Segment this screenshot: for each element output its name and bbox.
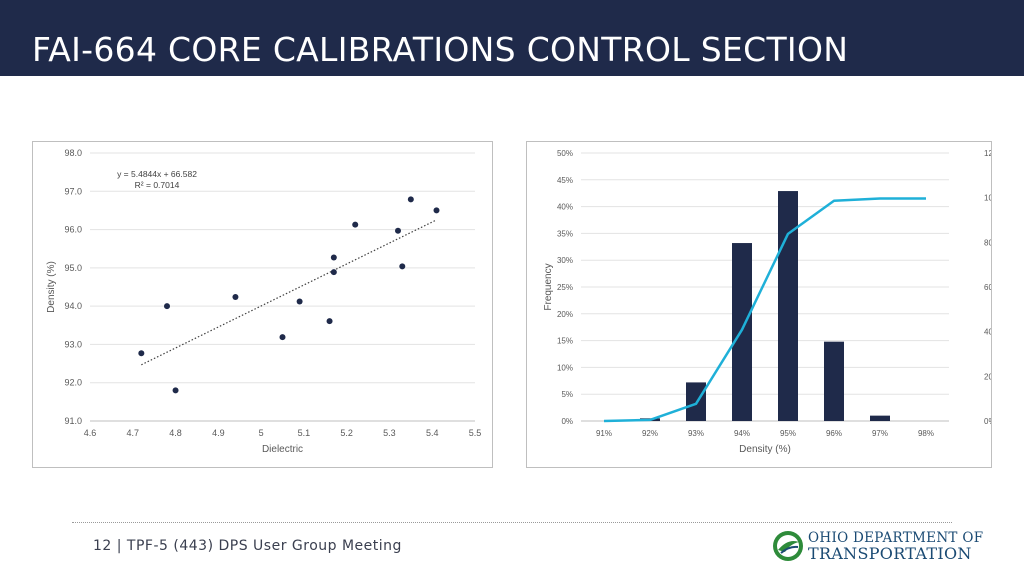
x-tick-label: 94% xyxy=(734,429,750,438)
y-tick-label: 35% xyxy=(557,229,573,238)
odot-logo-icon xyxy=(773,531,803,561)
footer-divider xyxy=(72,522,952,523)
scatter-point xyxy=(433,207,440,214)
cumulative-line xyxy=(603,197,926,423)
y-tick-label: 10% xyxy=(557,363,573,372)
x-tick-label: 4.9 xyxy=(212,428,225,438)
scatter-point xyxy=(296,298,303,305)
x-tick-label: 4.6 xyxy=(84,428,97,438)
y-tick-label: 95.0 xyxy=(64,263,82,273)
title-bar: FAI-664 CORE CALIBRATIONS CONTROL SECTIO… xyxy=(0,0,1024,76)
y2-tick-label: 100% xyxy=(984,194,991,203)
x-tick-label: 5.4 xyxy=(426,428,439,438)
y-tick-label: 0% xyxy=(561,417,573,426)
y-tick-label: 93.0 xyxy=(64,339,82,349)
x-tick-label: 5.3 xyxy=(383,428,396,438)
scatter-point xyxy=(279,334,286,341)
x-tick-label: 93% xyxy=(688,429,704,438)
y-tick-label: 25% xyxy=(557,283,573,292)
x-tick-label: 97% xyxy=(872,429,888,438)
footer-text: 12 | TPF-5 (443) DPS User Group Meeting xyxy=(93,538,402,554)
x-tick-label: 4.8 xyxy=(169,428,182,438)
x-axis-label: Dielectric xyxy=(262,444,303,455)
y-axis-label: Frequency xyxy=(543,263,554,310)
scatter-point xyxy=(164,303,170,310)
scatter-point xyxy=(232,293,239,300)
x-tick-label: 96% xyxy=(826,429,842,438)
x-tick-label: 5.2 xyxy=(340,428,353,438)
scatter-chart-panel: 91.0 92.0 93.0 94.0 95.0 96.0 97.0 98.0 4.6 4.7 4.… xyxy=(32,141,493,468)
histogram-chart-panel: 0% 5% 10% 15% 20% 25% 30% 35% 40% 45% 50% 0% 20% 40% 6… xyxy=(526,141,1004,468)
y2-tick-label: 80% xyxy=(984,238,991,247)
scatter-point xyxy=(330,269,337,276)
y2-tick-label: 40% xyxy=(984,328,991,337)
x-tick-label: 5.5 xyxy=(469,428,482,438)
scatter-point xyxy=(138,350,145,357)
y-tick-label: 96.0 xyxy=(64,225,82,235)
y-tick-label: 5% xyxy=(561,390,573,399)
scatter-point xyxy=(395,227,401,234)
y-tick-label: 15% xyxy=(557,337,573,346)
y-tick-label: 30% xyxy=(557,256,573,265)
scatter-point xyxy=(399,263,406,270)
scatter-point xyxy=(352,221,359,228)
x-tick-label: 92% xyxy=(642,429,658,438)
scatter-point xyxy=(326,318,333,325)
y-tick-label: 97.0 xyxy=(64,186,82,196)
y-tick-label: 40% xyxy=(557,203,573,212)
y-tick-label: 92.0 xyxy=(64,378,82,388)
histogram-chart: 0% 5% 10% 15% 20% 25% 30% 35% 40% 45% 50% 0% 20% 40% 6… xyxy=(543,149,1004,455)
y-tick-label: 94.0 xyxy=(64,301,82,311)
x-tick-label: 95% xyxy=(780,429,796,438)
y-tick-label: 98.0 xyxy=(64,148,82,158)
slide-title: FAI-664 CORE CALIBRATIONS CONTROL SECTIO… xyxy=(32,30,849,69)
odot-logo: OHIO DEPARTMENT OF TRANSPORTATION xyxy=(772,528,983,564)
x-tick-label: 98% xyxy=(918,429,934,438)
y2-tick-label: 60% xyxy=(984,283,991,292)
scatter-point xyxy=(330,254,337,261)
x-tick-label: 5 xyxy=(259,428,264,438)
histogram-bar xyxy=(778,191,798,421)
x-tick-label: 4.7 xyxy=(127,428,140,438)
trendline-r2: R² = 0.7014 xyxy=(135,180,180,190)
y2-tick-label: 20% xyxy=(984,372,991,381)
logo-text-line1: OHIO DEPARTMENT OF xyxy=(808,530,984,546)
trendline xyxy=(141,219,437,366)
trendline-equation: y = 5.4844x + 66.582 xyxy=(117,169,197,179)
x-tick-label: 5.1 xyxy=(298,428,311,438)
histogram-bar xyxy=(824,341,844,421)
scatter-point xyxy=(172,387,179,394)
scatter-chart: 91.0 92.0 93.0 94.0 95.0 96.0 97.0 98.0 4.6 4.7 4.… xyxy=(46,148,482,455)
logo-text-line2: TRANSPORTATION xyxy=(808,544,972,563)
x-axis-label: Density (%) xyxy=(739,444,791,455)
x-tick-label: 91% xyxy=(596,429,612,438)
y-tick-label: 91.0 xyxy=(64,416,82,426)
y2-tick-label: 0% xyxy=(984,417,991,426)
y-tick-label: 45% xyxy=(557,176,573,185)
y2-tick-label: 120% xyxy=(984,149,991,158)
y-tick-label: 50% xyxy=(557,149,573,158)
y-axis-label: Density (%) xyxy=(46,261,57,313)
y-tick-label: 20% xyxy=(557,310,573,319)
scatter-point xyxy=(407,196,414,203)
histogram-bar xyxy=(870,415,890,421)
